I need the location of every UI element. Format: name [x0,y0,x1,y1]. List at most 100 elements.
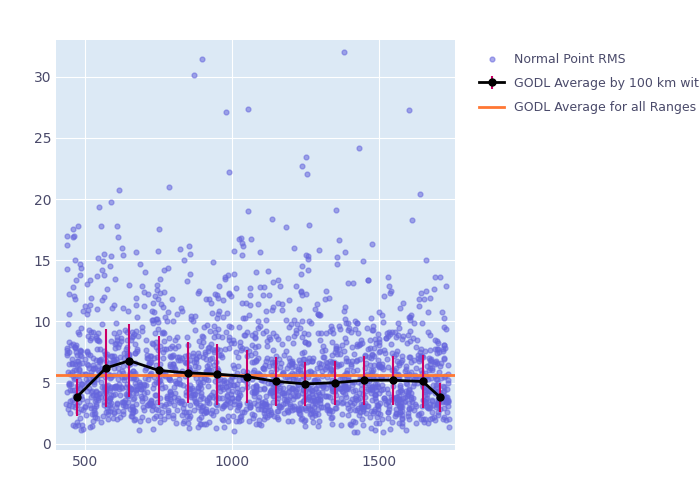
Normal Point RMS [267,392,279,400]
Normal Point RMS [157,328,168,336]
Normal Point RMS [383,398,394,406]
Normal Point RMS [146,316,158,324]
Normal Point RMS [214,307,225,315]
Normal Point RMS [113,340,124,348]
Normal Point RMS [260,328,272,336]
Normal Point RMS [252,396,263,404]
Normal Point RMS [309,408,321,416]
Normal Point RMS [149,329,160,337]
Normal Point RMS [259,361,270,369]
Normal Point RMS [357,405,368,413]
Normal Point RMS [370,390,381,398]
Normal Point RMS [361,402,372,410]
Normal Point RMS [93,368,104,376]
Normal Point RMS [314,336,326,344]
Normal Point RMS [192,424,203,432]
Normal Point RMS [386,393,397,401]
Normal Point RMS [212,380,223,388]
Normal Point RMS [305,368,316,376]
Normal Point RMS [317,383,328,391]
Normal Point RMS [358,400,369,408]
Normal Point RMS [138,380,149,388]
Normal Point RMS [197,353,208,361]
Normal Point RMS [429,358,440,366]
Normal Point RMS [148,354,160,362]
Normal Point RMS [234,390,245,398]
Normal Point RMS [341,357,352,365]
Normal Point RMS [342,376,354,384]
Normal Point RMS [357,407,368,415]
Normal Point RMS [151,280,162,288]
Normal Point RMS [184,356,195,364]
Normal Point RMS [362,379,373,387]
Normal Point RMS [335,350,346,358]
Normal Point RMS [378,394,389,402]
Normal Point RMS [326,379,337,387]
Normal Point RMS [286,320,297,328]
Normal Point RMS [130,382,141,390]
Normal Point RMS [295,270,307,278]
Normal Point RMS [368,326,379,334]
Normal Point RMS [102,285,113,293]
Normal Point RMS [327,384,338,392]
Normal Point RMS [303,330,314,338]
Normal Point RMS [232,362,244,370]
Normal Point RMS [307,386,318,394]
Normal Point RMS [206,346,218,354]
Normal Point RMS [293,405,304,413]
Normal Point RMS [218,377,229,385]
Normal Point RMS [193,383,204,391]
Normal Point RMS [395,383,406,391]
Normal Point RMS [124,384,135,392]
Normal Point RMS [402,390,414,398]
Normal Point RMS [196,389,207,397]
Normal Point RMS [69,386,80,394]
Normal Point RMS [356,385,367,393]
Normal Point RMS [81,347,92,355]
Normal Point RMS [118,398,129,406]
Normal Point RMS [221,396,232,404]
Normal Point RMS [302,404,314,411]
Normal Point RMS [74,376,85,384]
Normal Point RMS [112,222,123,230]
Normal Point RMS [330,342,342,350]
Normal Point RMS [92,366,104,374]
Normal Point RMS [356,400,367,407]
Normal Point RMS [73,222,84,230]
Normal Point RMS [419,347,430,355]
Normal Point RMS [332,362,343,370]
Normal Point RMS [352,395,363,403]
Normal Point RMS [248,389,259,397]
Normal Point RMS [258,410,270,418]
Normal Point RMS [127,405,139,413]
Normal Point RMS [359,352,370,360]
Normal Point RMS [421,394,433,402]
Normal Point RMS [327,358,338,366]
Normal Point RMS [242,208,253,216]
Normal Point RMS [126,332,137,340]
Normal Point RMS [214,350,225,358]
Normal Point RMS [430,380,442,388]
Normal Point RMS [293,356,304,364]
Normal Point RMS [76,352,87,360]
Normal Point RMS [283,323,294,331]
Normal Point RMS [282,408,293,416]
Normal Point RMS [178,417,190,425]
Normal Point RMS [95,368,106,376]
Normal Point RMS [154,376,165,384]
Normal Point RMS [75,346,86,354]
Normal Point RMS [207,411,218,419]
Normal Point RMS [64,409,76,417]
Normal Point RMS [108,384,120,392]
Normal Point RMS [312,310,323,318]
Normal Point RMS [232,388,243,396]
Normal Point RMS [370,391,381,399]
Normal Point RMS [316,403,327,411]
Normal Point RMS [244,291,256,299]
Normal Point RMS [322,406,333,414]
Normal Point RMS [125,358,136,366]
Normal Point RMS [274,363,286,371]
Normal Point RMS [93,394,104,402]
Normal Point RMS [123,350,134,358]
Normal Point RMS [307,402,318,409]
